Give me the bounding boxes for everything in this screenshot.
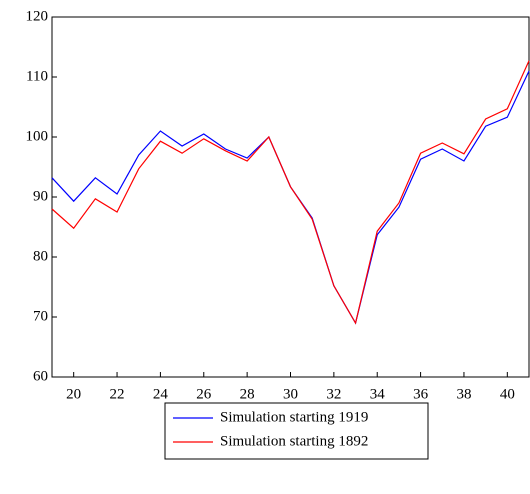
x-tick-label: 34	[370, 386, 386, 402]
x-tick-label: 32	[326, 386, 341, 402]
y-tick-label: 70	[33, 308, 48, 324]
y-tick-label: 100	[26, 128, 49, 144]
series-line	[51, 70, 530, 325]
x-tick-label: 26	[196, 386, 212, 402]
y-tick-label: 110	[26, 68, 48, 84]
plot-frame	[51, 16, 530, 378]
legend-box	[164, 402, 429, 460]
legend-label: Simulation starting 1892	[220, 433, 368, 449]
x-tick-label: 24	[153, 386, 169, 402]
x-tick-label: 30	[283, 386, 298, 402]
y-tick-label: 90	[33, 188, 48, 204]
y-tick-label: 60	[33, 368, 48, 384]
series-line	[51, 60, 530, 325]
x-tick-label: 28	[240, 386, 255, 402]
y-tick-label: 80	[33, 248, 48, 264]
x-tick-label: 40	[500, 386, 515, 402]
x-tick-label: 20	[66, 386, 81, 402]
x-tick-label: 36	[413, 386, 429, 402]
y-tick-label: 120	[26, 8, 49, 24]
x-tick-label: 38	[456, 386, 471, 402]
x-tick-label: 22	[110, 386, 125, 402]
legend-label: Simulation starting 1919	[220, 409, 368, 425]
